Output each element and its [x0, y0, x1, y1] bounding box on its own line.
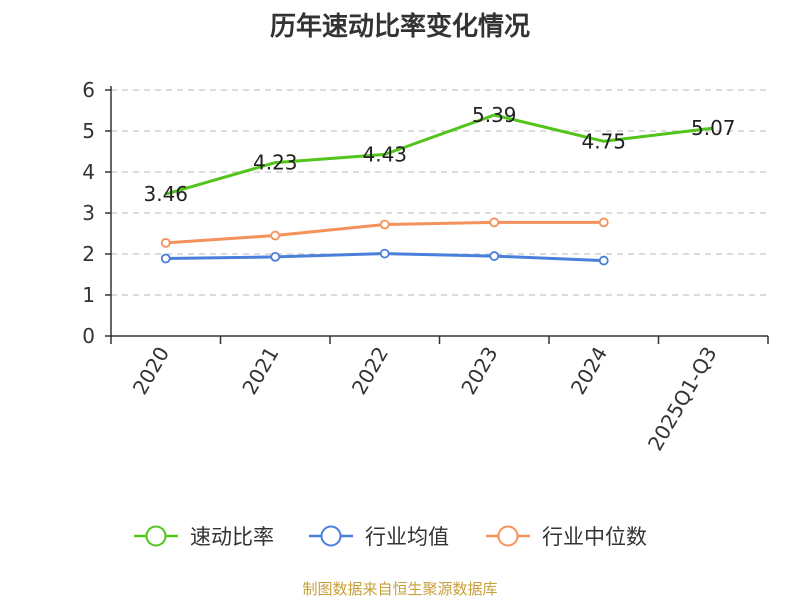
series-3-point — [489, 217, 500, 228]
x-tick-label: 2024 — [566, 343, 612, 399]
y-tick-label: 2 — [82, 242, 95, 266]
y-tick-label: 0 — [82, 324, 95, 348]
legend-label: 速动比率 — [190, 525, 274, 549]
series-2-point — [489, 251, 500, 261]
series-2-point — [379, 248, 390, 259]
data-label: 4.23 — [253, 151, 298, 175]
legend-marker — [145, 525, 167, 547]
series-2-point — [270, 251, 281, 262]
data-label: 4.43 — [362, 142, 407, 166]
data-label: 3.46 — [143, 182, 188, 206]
series-2-point — [598, 255, 609, 266]
x-tick-label: 2023 — [456, 343, 502, 399]
chart-title: 历年速动比率变化情况 — [269, 12, 530, 42]
series-2-point — [160, 253, 171, 264]
source-note: 制图数据来自恒生聚源数据库 — [302, 580, 498, 598]
series-3-point — [160, 238, 171, 248]
y-tick-label: 3 — [82, 201, 95, 225]
y-tick-label: 4 — [82, 160, 95, 184]
data-label: 4.75 — [581, 129, 626, 153]
x-tick-label: 2021 — [237, 343, 283, 399]
legend-label: 行业中位数 — [542, 525, 647, 549]
data-label: 5.39 — [472, 103, 517, 127]
legend-marker — [320, 525, 342, 547]
legend-marker — [497, 525, 519, 547]
y-tick-label: 1 — [82, 283, 95, 307]
x-tick-label: 2025Q1-Q3 — [643, 343, 722, 455]
x-tick-label: 2022 — [347, 343, 393, 399]
data-label: 5.07 — [691, 116, 736, 140]
legend-label: 行业均值 — [365, 525, 449, 549]
series-3-point — [270, 230, 281, 241]
series-3-point — [379, 219, 390, 230]
y-tick-label: 5 — [82, 119, 95, 143]
series-line-1 — [165, 113, 714, 196]
x-tick-label: 2020 — [128, 343, 174, 399]
series-3-point — [598, 217, 609, 228]
y-tick-label: 6 — [82, 78, 95, 102]
